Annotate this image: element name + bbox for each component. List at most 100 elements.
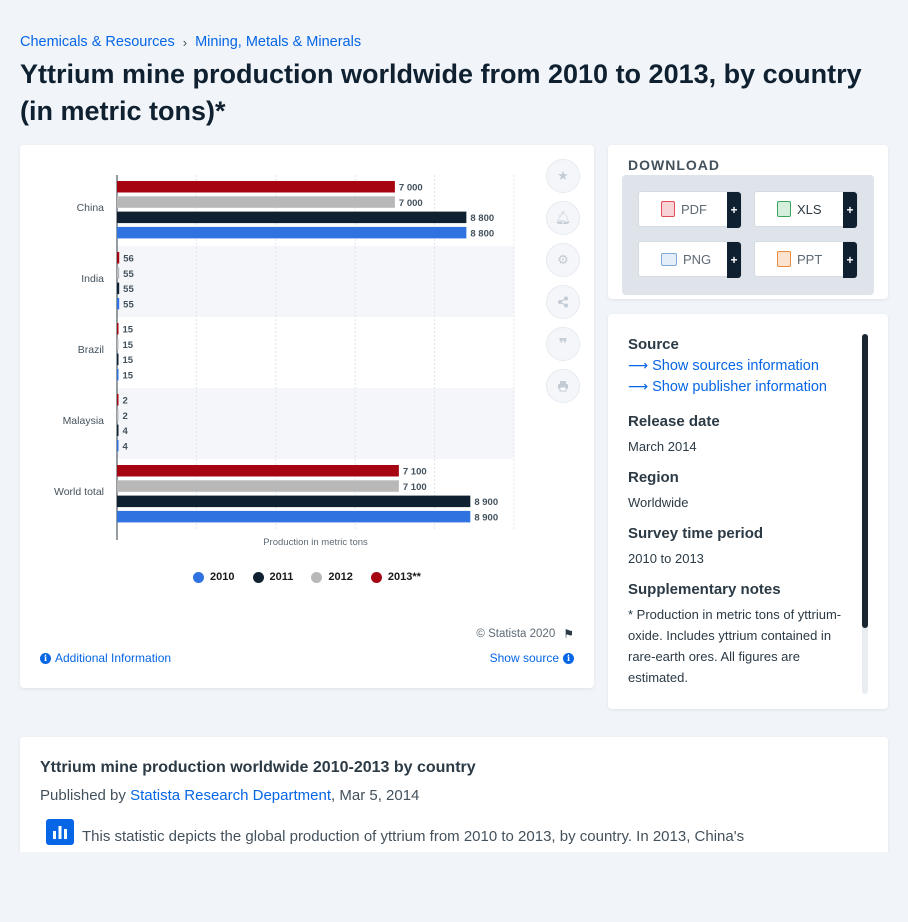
notification-button[interactable]: 🔔︎ [546,201,580,235]
bar [117,394,119,406]
scrollbar-thumb[interactable] [862,334,868,628]
download-pdf-button[interactable]: PDF + [638,191,742,227]
bar [117,323,119,335]
premium-plus-badge: + [727,192,741,228]
bar [117,480,399,492]
download-png-button[interactable]: PNG + [638,241,742,277]
statistic-details: Source ⟶ Show sources information ⟶ Show… [628,336,848,688]
survey-period-value: 2010 to 2013 [628,548,848,569]
star-icon: ★ [557,168,569,184]
additional-information-link[interactable]: i Additional Information [40,651,171,665]
publish-date: , Mar 5, 2014 [331,787,419,804]
arrow-right-icon: ⟶ [628,378,648,395]
share-button[interactable] [546,285,580,319]
bar [117,496,470,508]
data-label: 4 [123,426,129,437]
category-band [117,388,514,459]
data-label: 7 000 [399,198,423,209]
breadcrumb-link-chemicals[interactable]: Chemicals & Resources [20,34,175,50]
bar [117,440,119,452]
legend-label: 2011 [270,571,294,583]
quote-icon: ❞ [559,335,568,353]
category-label: Malaysia [63,415,105,427]
category-band [117,246,514,317]
legend-label: 2010 [210,571,234,583]
show-publisher-link[interactable]: ⟶ Show publisher information [628,378,848,395]
data-label: 15 [123,370,134,381]
page-header: Chemicals & Resources › Mining, Metals &… [0,0,908,140]
data-label: 15 [123,355,134,366]
flag-icon[interactable]: ⚑ [563,627,574,641]
publisher-link[interactable]: Statista Research Department [130,787,331,804]
data-label: 8 800 [470,228,494,239]
breadcrumb: Chemicals & Resources › Mining, Metals &… [20,34,361,50]
data-label: 55 [123,299,134,310]
legend-item[interactable]: 2012 [311,571,352,583]
chart-card: China 7 000 7 000 8 800 8 800 India 56 55 55 55 Br… [20,145,594,688]
bar [117,409,119,421]
region-heading: Region [628,469,848,486]
page-title: Yttrium mine production worldwide from 2… [20,56,890,130]
data-label: 8 800 [470,213,494,224]
bar [117,298,119,310]
show-source-link[interactable]: Show source i [490,651,574,665]
bar [117,369,119,381]
bar [117,227,466,239]
info-icon: i [40,653,51,664]
print-button[interactable] [546,369,580,403]
show-publisher-label: Show publisher information [652,379,827,395]
data-label: 15 [123,340,134,351]
cite-button[interactable]: ❞ [546,327,580,361]
legend-item[interactable]: 2013** [371,571,421,583]
scrollbar[interactable] [862,334,868,694]
bar [117,267,119,279]
bar [117,425,119,437]
bell-icon: 🔔︎ [555,210,572,226]
download-ppt-button[interactable]: PPT + [754,241,858,277]
data-label: 8 900 [474,497,498,508]
bar [117,338,119,350]
premium-plus-badge: + [843,192,857,228]
data-label: 2 [123,411,128,422]
category-label: China [77,202,105,214]
legend-item[interactable]: 2010 [193,571,234,583]
category-label: India [81,273,104,285]
share-icon [557,296,569,308]
download-title: DOWNLOAD [628,157,720,173]
legend-label: 2013** [388,571,421,583]
published-by-prefix: Published by [40,787,126,804]
region-value: Worldwide [628,492,848,513]
favorite-button[interactable]: ★ [546,159,580,193]
bar [117,252,119,264]
data-label: 7 100 [403,467,427,478]
legend-swatch [193,572,204,583]
settings-button[interactable]: ⚙ [546,243,580,277]
download-xls-button[interactable]: XLS + [754,191,858,227]
chart-toolbar: ★ 🔔︎ ⚙ ❞ [546,159,580,411]
supplementary-notes-heading: Supplementary notes [628,581,848,598]
download-options: PDF + XLS + PNG + PPT + [622,175,874,295]
breadcrumb-link-mining[interactable]: Mining, Metals & Minerals [195,34,361,50]
copyright: © Statista 2020 ⚑ [476,627,574,641]
bar-chart: China 7 000 7 000 8 800 8 800 India 56 55 55 55 Br… [20,145,594,565]
info-icon: i [563,653,574,664]
png-file-icon [661,253,677,266]
download-card: DOWNLOAD PDF + XLS + PNG + PPT + [608,145,888,299]
legend-item[interactable]: 2011 [253,571,294,583]
source-heading: Source [628,336,848,353]
chart-legend: 2010 2011 2012 2013** [20,571,594,583]
legend-swatch [311,572,322,583]
statistic-details-card: Source ⟶ Show sources information ⟶ Show… [608,314,888,709]
data-label: 55 [123,269,134,280]
gear-icon: ⚙ [557,252,569,268]
data-label: 55 [123,284,134,295]
data-label: 8 900 [474,512,498,523]
premium-plus-badge: + [843,242,857,278]
pdf-file-icon [661,201,675,217]
data-label: 4 [123,441,129,452]
legend-label: 2012 [328,571,352,583]
description-text: This statistic depicts the global produc… [82,825,842,849]
show-sources-link[interactable]: ⟶ Show sources information [628,357,848,374]
data-label: 15 [123,325,134,336]
data-label: 7 100 [403,482,427,493]
